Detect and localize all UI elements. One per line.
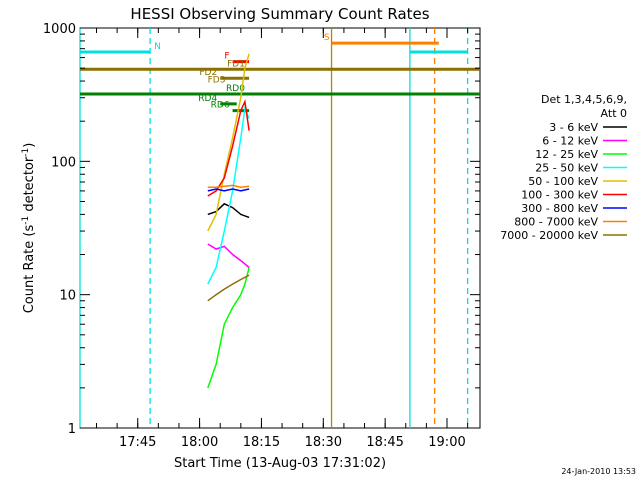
flag-label: N (154, 42, 161, 52)
legend-label: 6 - 12 keV (542, 135, 598, 148)
legend-label: 7000 - 20000 keV (500, 229, 598, 242)
legend-title-line2: Att 0 (601, 107, 627, 120)
flag-label: RD4 (198, 94, 217, 104)
legend-label: 12 - 25 keV (535, 148, 598, 161)
x-tick-label: 17:45 (119, 435, 156, 450)
vertical-markers (79, 28, 469, 428)
series-line (207, 105, 250, 285)
series-line (207, 274, 250, 302)
legend-label: 25 - 50 keV (535, 162, 598, 175)
flag-label: FD2 (199, 68, 217, 78)
flag-label: F (224, 52, 229, 62)
series-line (207, 99, 250, 197)
flag-label: RD0 (226, 84, 245, 94)
y-tick-label: 100 (51, 155, 76, 170)
series-line (207, 188, 250, 192)
chart-title: HESSI Observing Summary Count Rates (130, 5, 429, 23)
legend-label: 3 - 6 keV (549, 121, 598, 134)
series-line (207, 184, 250, 188)
flag-label: RD6 (211, 101, 230, 111)
x-tick-label: 18:45 (366, 435, 403, 450)
y-tick-label: 1 (68, 422, 76, 437)
plot-frame (79, 27, 481, 429)
y-axis-label-main: Count Rate (s (22, 225, 37, 314)
flag-label: FD1 (227, 59, 245, 69)
legend-label: 800 - 7000 keV (514, 216, 598, 229)
series-line (207, 243, 250, 269)
y-axis-label-sup2: -1 (21, 148, 31, 157)
footer-date: 24-Jan-2010 13:53 (561, 467, 636, 476)
flag-label: FD3 (208, 76, 226, 86)
data-series (207, 53, 250, 389)
y-ticks: 1 10 100 1000 (43, 22, 480, 437)
y-axis-label: Count Rate (s-1 detector-1) (21, 143, 37, 314)
flag-label: S (324, 33, 330, 43)
x-axis-label: Start Time (13-Aug-03 17:31:02) (174, 456, 386, 471)
legend-label: 300 - 800 keV (521, 202, 598, 215)
legend-label: 100 - 300 keV (521, 189, 598, 202)
y-axis-label-mid: detector (22, 156, 37, 216)
series-line (207, 53, 250, 232)
x-tick-label: 18:00 (181, 435, 218, 450)
x-ticks: 17:45 18:00 18:15 18:30 18:45 19:00 (95, 28, 469, 450)
x-tick-label: 18:30 (305, 435, 342, 450)
y-tick-label: 1000 (43, 22, 76, 37)
y-axis-label-sup1: -1 (21, 216, 31, 225)
series-line (207, 267, 250, 389)
y-tick-label: 10 (59, 289, 76, 304)
x-tick-label: 19:00 (428, 435, 465, 450)
series-line (207, 202, 250, 219)
y-axis-label-end: ) (22, 143, 37, 148)
legend-title-line1: Det 1,3,4,5,6,9, (541, 93, 627, 106)
legend-label: 50 - 100 keV (528, 175, 598, 188)
x-tick-label: 18:15 (243, 435, 280, 450)
